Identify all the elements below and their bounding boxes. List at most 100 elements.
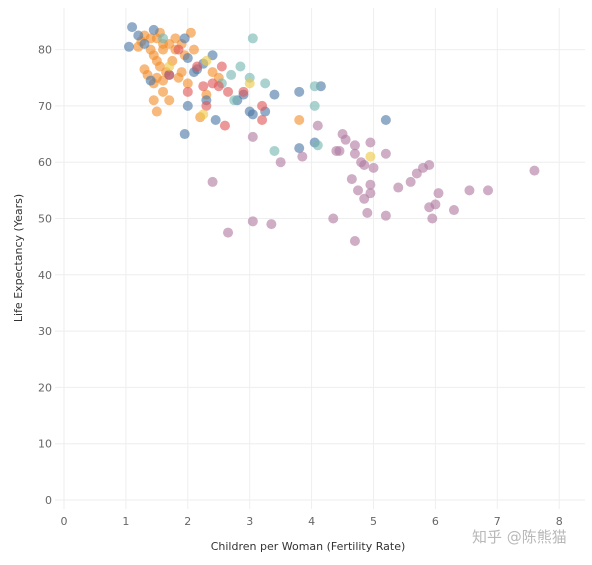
data-point bbox=[207, 176, 218, 187]
data-point bbox=[294, 143, 305, 154]
x-tick-label: 5 bbox=[370, 515, 377, 528]
data-point bbox=[393, 182, 404, 193]
data-point bbox=[179, 33, 190, 44]
y-tick-label: 30 bbox=[38, 325, 52, 338]
data-point bbox=[198, 109, 209, 120]
y-tick-label: 10 bbox=[38, 438, 52, 451]
data-point bbox=[312, 120, 323, 131]
data-point bbox=[179, 129, 190, 140]
x-tick-label: 8 bbox=[556, 515, 563, 528]
data-point bbox=[340, 134, 351, 145]
data-point bbox=[368, 162, 379, 173]
x-tick-label: 3 bbox=[246, 515, 253, 528]
data-point bbox=[294, 86, 305, 97]
data-point bbox=[164, 69, 175, 80]
data-point bbox=[151, 106, 162, 117]
data-point bbox=[223, 227, 234, 238]
data-point bbox=[235, 61, 246, 72]
data-point bbox=[219, 120, 230, 131]
x-tick-label: 2 bbox=[184, 515, 191, 528]
data-point bbox=[464, 185, 475, 196]
data-point bbox=[145, 75, 156, 86]
x-tick-label: 4 bbox=[308, 515, 315, 528]
data-point bbox=[133, 30, 144, 41]
data-point bbox=[380, 148, 391, 159]
y-axis-title: Life Expectancy (Years) bbox=[12, 194, 25, 322]
data-point bbox=[483, 185, 494, 196]
data-point bbox=[328, 213, 339, 224]
data-point bbox=[365, 188, 376, 199]
data-point bbox=[223, 86, 234, 97]
data-point bbox=[182, 100, 193, 111]
data-point bbox=[257, 100, 268, 111]
data-point bbox=[362, 207, 373, 218]
data-point bbox=[247, 131, 258, 142]
data-point bbox=[139, 38, 150, 49]
data-point bbox=[123, 41, 134, 52]
x-tick-label: 0 bbox=[61, 515, 68, 528]
data-point bbox=[349, 148, 360, 159]
watermark: 知乎 @陈熊猫 bbox=[472, 528, 567, 546]
data-point bbox=[182, 86, 193, 97]
data-point bbox=[334, 145, 345, 156]
data-point bbox=[198, 81, 209, 92]
data-point bbox=[365, 179, 376, 190]
data-point bbox=[213, 81, 224, 92]
data-point bbox=[164, 95, 175, 106]
data-point bbox=[346, 174, 357, 185]
data-point bbox=[201, 55, 212, 66]
data-point bbox=[173, 44, 184, 55]
data-point bbox=[247, 216, 258, 227]
data-point bbox=[148, 24, 159, 35]
x-tick-label: 7 bbox=[494, 515, 501, 528]
y-tick-label: 70 bbox=[38, 100, 52, 113]
data-point bbox=[353, 185, 364, 196]
data-point bbox=[182, 78, 193, 89]
data-point bbox=[158, 33, 169, 44]
data-point bbox=[365, 137, 376, 148]
data-point bbox=[424, 160, 435, 171]
y-tick-label: 20 bbox=[38, 381, 52, 394]
data-point bbox=[297, 151, 308, 162]
data-point bbox=[405, 176, 416, 187]
data-point bbox=[294, 114, 305, 125]
data-point bbox=[309, 100, 320, 111]
grid-lines bbox=[55, 8, 585, 509]
data-point bbox=[247, 109, 258, 120]
data-point bbox=[229, 95, 240, 106]
x-tick-label: 1 bbox=[122, 515, 129, 528]
data-point bbox=[427, 213, 438, 224]
data-point bbox=[275, 157, 286, 168]
data-point bbox=[148, 95, 159, 106]
data-point bbox=[359, 160, 370, 171]
data-point bbox=[182, 53, 193, 64]
data-point bbox=[380, 114, 391, 125]
data-point bbox=[260, 78, 271, 89]
data-point bbox=[269, 89, 280, 100]
data-point bbox=[210, 114, 221, 125]
data-point bbox=[226, 69, 237, 80]
y-tick-label: 60 bbox=[38, 156, 52, 169]
data-point bbox=[201, 100, 212, 111]
data-point bbox=[158, 86, 169, 97]
data-point bbox=[176, 67, 187, 78]
data-point bbox=[164, 61, 175, 72]
data-point bbox=[312, 140, 323, 151]
data-points bbox=[123, 22, 540, 247]
data-point bbox=[257, 114, 268, 125]
data-point bbox=[247, 33, 258, 44]
data-point bbox=[244, 78, 255, 89]
data-point bbox=[309, 81, 320, 92]
x-axis-title: Children per Woman (Fertility Rate) bbox=[211, 540, 406, 553]
data-point bbox=[269, 145, 280, 156]
data-point bbox=[349, 140, 360, 151]
data-point bbox=[380, 210, 391, 221]
y-tick-label: 80 bbox=[38, 44, 52, 57]
data-point bbox=[192, 61, 203, 72]
data-point bbox=[365, 151, 376, 162]
data-point bbox=[188, 44, 199, 55]
data-point bbox=[448, 205, 459, 216]
data-point bbox=[238, 86, 249, 97]
